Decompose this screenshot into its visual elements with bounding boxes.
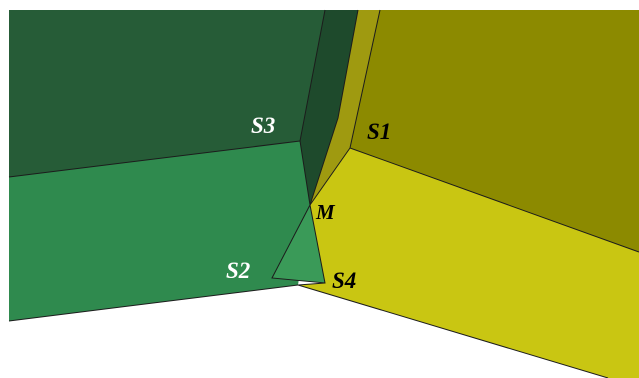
face-s3-side [300, 10, 358, 205]
edge-s1-s4-joint [309, 147, 351, 206]
edge-triangle [271, 204, 326, 284]
label-m: M [315, 200, 336, 224]
face-s3 [9, 10, 325, 177]
edge-s2-bottom [8, 284, 299, 322]
face-s2 [9, 141, 310, 321]
edge-s1-left [349, 9, 381, 149]
edge-s3-bottom [8, 140, 301, 178]
edge-s2-ridge [299, 140, 311, 206]
label-s3: S3 [251, 113, 275, 138]
edge-s4-bottom [297, 284, 609, 378]
edge-s1-bottom [349, 147, 639, 253]
label-s4: S4 [332, 268, 356, 293]
edge-s2-s4-joint [297, 282, 326, 286]
edge-upper-ridge [309, 9, 359, 206]
face-s1-side [310, 10, 380, 205]
face-triangle [272, 205, 325, 283]
label-s2: S2 [226, 258, 250, 283]
face-s4 [298, 148, 639, 378]
face-s1 [350, 10, 639, 252]
label-s1: S1 [367, 119, 391, 144]
edges [8, 9, 639, 378]
edge-s3-right [299, 9, 326, 142]
